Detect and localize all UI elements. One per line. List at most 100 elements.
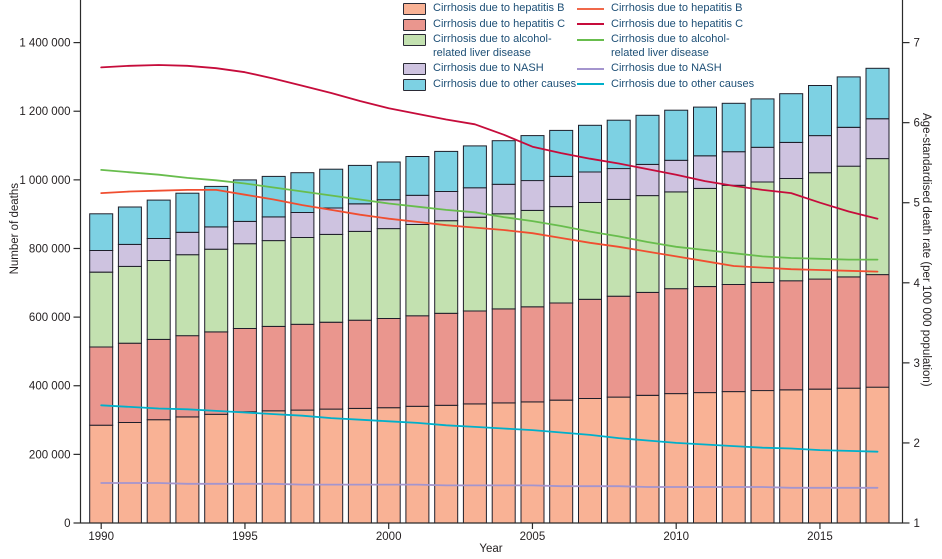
bar-segment-2-year-2003	[462, 216, 487, 312]
right-tick-label: 5	[914, 198, 920, 210]
bar-segment-1-year-1991	[117, 342, 142, 424]
rate-line-3	[100, 482, 879, 489]
legend-label: Cirrhosis due to hepatitis B	[611, 2, 743, 14]
bar-segment-0-year-2013	[750, 390, 775, 524]
rate-line-0	[100, 188, 879, 273]
legend-label: Cirrhosis due to hepatitis C	[433, 17, 566, 30]
right-tick-label: 2	[914, 438, 920, 450]
bar-segment-0-year-2010	[664, 393, 689, 524]
bar-segment-1-year-2010	[664, 288, 689, 395]
rate-line-2	[100, 168, 879, 261]
bar-segment-1-year-2003	[462, 310, 487, 405]
bar-segment-3-year-1991	[117, 243, 142, 267]
bar-segment-0-year-2007	[578, 397, 602, 524]
legend-bar-swatch-icon	[403, 18, 426, 31]
bar-segment-4-year-1992	[146, 199, 171, 240]
bar-segment-4-year-1991	[117, 206, 142, 245]
legend-label: Cirrhosis due to other causes	[611, 77, 755, 90]
bar-segment-4-year-2002	[434, 150, 459, 192]
bar-segment-4-year-2010	[664, 109, 689, 161]
bar-segment-4-year-2009	[635, 114, 660, 165]
rate-line-4	[100, 404, 879, 453]
bar-segment-4-year-2003	[462, 145, 487, 189]
bar-segment-0-year-2014	[779, 389, 804, 524]
bar-segment-0-year-2017	[865, 386, 890, 524]
legend-label: Cirrhosis due to NASH	[611, 62, 722, 74]
bar-segment-1-year-2000	[376, 318, 401, 409]
bar-segment-3-year-2015	[808, 135, 832, 174]
bar-segment-0-year-1995	[232, 411, 257, 524]
bar-segment-2-year-2015	[808, 172, 832, 280]
legend-bar-item-1: Cirrhosis due to hepatitis C	[403, 18, 576, 32]
bar-segment-2-year-1997	[290, 237, 315, 325]
bar-segment-3-year-1996	[261, 216, 286, 242]
bar-segment-3-year-2016	[836, 126, 861, 167]
bar-segment-0-year-2004	[491, 402, 516, 524]
legend-bar-column: Cirrhosis due to hepatitis B Cirrhosis du…	[403, 2, 576, 93]
legend-line-item-4: Cirrhosis due to other causes	[577, 78, 754, 92]
legend-bar-swatch-icon	[403, 63, 426, 75]
bar-segment-3-year-2007	[578, 171, 602, 203]
bar-segment-2-year-1993	[175, 254, 200, 337]
bar-segment-3-year-2012	[721, 151, 746, 186]
bar-segment-2-year-2010	[664, 191, 689, 290]
bar-segment-2-year-1991	[117, 265, 142, 344]
bar-segment-4-year-2011	[693, 106, 717, 157]
bar-segment-3-year-1990	[89, 250, 114, 273]
legend-line-item-1: Cirrhosis due to hepatitis C	[577, 18, 754, 32]
bar-segment-0-year-1991	[117, 422, 142, 524]
x-tick-label: 1990	[88, 531, 114, 543]
bar-segment-1-year-2013	[750, 282, 775, 392]
bar-segment-4-year-2017	[865, 67, 890, 120]
bar-segment-0-year-2012	[721, 391, 746, 524]
bar-segment-0-year-2011	[693, 392, 717, 524]
bar-segment-1-year-1999	[347, 319, 372, 409]
left-tick-label: 1 000 000	[19, 175, 70, 187]
bar-segment-3-year-1993	[175, 231, 200, 256]
bar-segment-1-year-2006	[549, 302, 574, 401]
bar-segment-2-year-2012	[721, 184, 746, 285]
legend-bar-swatch-icon	[403, 3, 426, 15]
bar-segment-4-year-2007	[578, 124, 602, 173]
right-tick-label: 1	[914, 518, 920, 530]
bar-segment-4-year-1998	[319, 168, 344, 209]
left-tick-label: 200 000	[29, 449, 71, 461]
legend-bar-item-0: Cirrhosis due to hepatitis B	[403, 2, 576, 16]
legend-bar-item-3: Cirrhosis due to NASH	[403, 62, 576, 76]
legend-bar-item-4: Cirrhosis due to other causes	[403, 78, 576, 92]
bar-segment-0-year-1993	[175, 416, 200, 524]
bar-segment-0-year-1990	[89, 424, 114, 524]
legend-label: Cirrhosis due to other causes	[433, 77, 577, 90]
bar-segment-3-year-2006	[549, 175, 574, 208]
bar-segment-0-year-2016	[836, 387, 861, 524]
bar-segment-2-year-1994	[204, 248, 229, 333]
left-tick-label: 600 000	[29, 312, 71, 324]
bar-segment-3-year-1992	[146, 238, 171, 261]
legend-label: Cirrhosis due to alcohol- related liver …	[611, 33, 730, 59]
bar-segment-4-year-2000	[376, 161, 401, 201]
bar-segment-0-year-1997	[290, 409, 315, 524]
rate-line-1	[100, 64, 879, 220]
x-tick-label: 2000	[376, 531, 402, 543]
bar-segment-3-year-2002	[434, 191, 459, 222]
legend-line-swatch-icon	[577, 67, 604, 70]
bar-segment-4-year-2001	[405, 156, 430, 196]
bar-segment-3-year-2014	[779, 142, 804, 179]
bar-segment-0-year-2015	[808, 388, 832, 524]
bar-segment-3-year-2005	[520, 180, 545, 211]
bar-segment-0-year-2006	[549, 399, 574, 524]
bar-segment-4-year-1993	[175, 192, 200, 233]
bar-segment-0-year-1998	[319, 408, 344, 524]
bar-segment-1-year-2012	[721, 284, 746, 393]
legend-line-swatch-icon	[577, 38, 604, 41]
bar-segment-4-year-2008	[606, 119, 631, 170]
bar-segment-2-year-2005	[520, 209, 545, 308]
bar-segment-3-year-1999	[347, 203, 372, 232]
bar-segment-0-year-1992	[146, 419, 171, 524]
bar-segment-4-year-2016	[836, 76, 861, 128]
bar-segment-1-year-1997	[290, 323, 315, 411]
bar-segment-0-year-1996	[261, 410, 286, 524]
bar-segment-1-year-2014	[779, 280, 804, 391]
bar-segment-4-year-1999	[347, 164, 372, 205]
